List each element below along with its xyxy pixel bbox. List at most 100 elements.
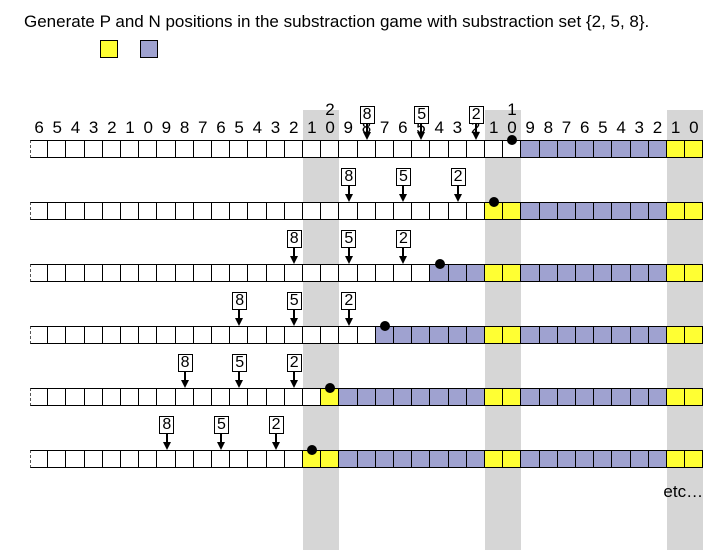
cell	[521, 202, 539, 220]
cell	[576, 140, 594, 158]
cell	[449, 326, 467, 344]
cell	[85, 140, 103, 158]
cell	[285, 450, 303, 468]
cell	[631, 140, 649, 158]
cell	[85, 450, 103, 468]
arrow-head	[290, 380, 298, 388]
move-label: 8	[159, 416, 174, 434]
cell	[430, 388, 448, 406]
arrow-head	[235, 318, 243, 326]
cell	[540, 388, 558, 406]
cell	[485, 264, 503, 282]
cell	[321, 140, 339, 158]
cell	[631, 264, 649, 282]
cell	[394, 264, 412, 282]
cell	[66, 326, 84, 344]
cell	[339, 326, 357, 344]
move-label: 5	[214, 416, 229, 434]
cell	[649, 202, 667, 220]
cell	[631, 202, 649, 220]
cell	[358, 202, 376, 220]
cell	[685, 140, 703, 158]
cell	[449, 388, 467, 406]
cell	[503, 450, 521, 468]
cell	[612, 264, 630, 282]
cell	[176, 388, 194, 406]
cell	[212, 264, 230, 282]
cell	[339, 140, 357, 158]
cell	[121, 202, 139, 220]
cell	[394, 202, 412, 220]
arrow-head	[290, 318, 298, 326]
cell	[594, 264, 612, 282]
cell	[285, 388, 303, 406]
cell	[576, 264, 594, 282]
cell	[376, 202, 394, 220]
cell	[558, 388, 576, 406]
arrow-head	[217, 442, 225, 450]
move-label: 2	[287, 354, 302, 372]
cell	[30, 202, 48, 220]
cell	[303, 326, 321, 344]
cell	[576, 326, 594, 344]
cell	[103, 264, 121, 282]
move-label: 5	[396, 168, 411, 186]
cell	[558, 326, 576, 344]
cell	[157, 264, 175, 282]
cell	[139, 140, 157, 158]
cell	[449, 264, 467, 282]
cell	[540, 326, 558, 344]
cell	[157, 140, 175, 158]
cell	[503, 264, 521, 282]
cell	[176, 450, 194, 468]
cell	[176, 140, 194, 158]
cell	[85, 202, 103, 220]
arrow-head	[454, 194, 462, 202]
cell	[66, 264, 84, 282]
cell	[66, 450, 84, 468]
cell	[667, 264, 685, 282]
cell	[321, 326, 339, 344]
cell	[358, 388, 376, 406]
cell	[376, 264, 394, 282]
arrow-head	[345, 194, 353, 202]
cell	[485, 326, 503, 344]
cell	[467, 388, 485, 406]
move-label: 5	[232, 354, 247, 372]
cell	[376, 388, 394, 406]
etc-label: etc…	[663, 482, 700, 502]
cell	[521, 264, 539, 282]
cell	[430, 326, 448, 344]
cell	[285, 326, 303, 344]
cell	[358, 326, 376, 344]
cell	[540, 140, 558, 158]
cell	[376, 450, 394, 468]
cell	[558, 450, 576, 468]
cell	[121, 388, 139, 406]
cell	[248, 388, 266, 406]
cell	[85, 264, 103, 282]
cell	[230, 450, 248, 468]
cell	[85, 326, 103, 344]
move-label: 2	[269, 416, 284, 434]
cell	[176, 202, 194, 220]
cell	[48, 326, 66, 344]
move-label: 2	[451, 168, 466, 186]
move-label: 8	[232, 292, 247, 310]
arrow-head	[163, 442, 171, 450]
cell	[285, 140, 303, 158]
page-title: Generate P and N positions in the substr…	[24, 12, 649, 32]
cell	[412, 388, 430, 406]
cell	[631, 326, 649, 344]
cell	[649, 450, 667, 468]
cell	[157, 202, 175, 220]
cell	[48, 264, 66, 282]
cell	[521, 450, 539, 468]
cell	[649, 264, 667, 282]
move-label: 8	[287, 230, 302, 248]
arrow-head	[345, 318, 353, 326]
cell	[667, 450, 685, 468]
cell	[212, 326, 230, 344]
cell	[594, 326, 612, 344]
cell	[303, 388, 321, 406]
